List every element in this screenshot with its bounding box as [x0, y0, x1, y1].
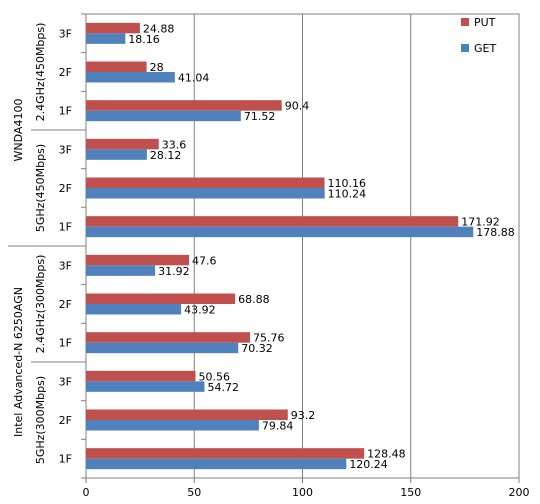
bar-put [86, 254, 190, 266]
legend-swatch-put [461, 18, 469, 26]
bar-get [86, 381, 205, 392]
value-label-put: 93.2 [291, 409, 316, 422]
bar-put [86, 293, 236, 304]
legend-label-get: GET [474, 42, 496, 55]
floor-label: 2F [59, 66, 72, 79]
value-label-get: 41.04 [178, 72, 210, 85]
value-label-put: 47.6 [192, 254, 217, 267]
floor-label: 2F [59, 182, 72, 195]
bar-get [86, 304, 182, 315]
legend-swatch-get [461, 44, 469, 52]
bar-put [86, 22, 140, 34]
bar-get [86, 342, 239, 354]
value-label-put: 68.88 [238, 293, 269, 306]
bar-get [86, 458, 347, 470]
value-label-put: 128.48 [367, 448, 406, 461]
device-label: Intel Advanced-N 6250AGN [12, 287, 25, 437]
legend-label-put: PUT [474, 16, 496, 29]
floor-label: 2F [59, 414, 72, 427]
floor-label: 3F [59, 259, 72, 272]
floor-label: 1F [59, 221, 72, 234]
floor-label: 1F [59, 453, 72, 466]
bar-put [86, 177, 325, 188]
floor-label: 3F [59, 375, 72, 388]
bar-put [86, 216, 459, 227]
x-tick-label: 100 [292, 486, 313, 499]
value-label-get: 178.88 [476, 226, 515, 239]
x-tick-label: 0 [83, 486, 90, 499]
band-label: 2.4GHz(300Mbps) [34, 255, 47, 354]
x-tick-label: 150 [400, 486, 421, 499]
floor-label: 2F [59, 298, 72, 311]
bar-put [86, 448, 365, 459]
bar-put [86, 138, 159, 150]
value-label-put: 24.88 [143, 22, 175, 35]
bar-get [86, 110, 241, 122]
bar-put [86, 332, 251, 343]
device-label: WNDA4100 [12, 99, 25, 162]
value-label-put: 171.92 [461, 216, 500, 229]
value-label-put: 50.56 [198, 370, 230, 383]
value-label-get: 71.52 [244, 110, 276, 123]
value-label-get: 18.16 [128, 33, 160, 46]
x-tick-label: 50 [187, 486, 201, 499]
value-label-get: 43.92 [184, 304, 216, 317]
bar-get [86, 33, 126, 44]
bar-get [86, 265, 156, 276]
bar-get [86, 72, 175, 83]
bar-get [86, 226, 474, 238]
value-label-put: 75.76 [253, 332, 284, 345]
value-label-get: 54.72 [207, 381, 239, 394]
floor-label: 1F [59, 105, 72, 118]
bar-put [86, 370, 196, 382]
floor-label: 1F [59, 337, 72, 350]
value-label-put: 33.6 [162, 138, 187, 151]
value-label-put: 90.4 [285, 100, 310, 113]
bar-put [86, 61, 147, 72]
bar-get [86, 149, 147, 160]
bar-get [86, 420, 259, 431]
bar-put [86, 409, 288, 420]
value-label-get: 120.24 [349, 458, 388, 471]
value-label-put: 110.16 [327, 177, 366, 190]
value-label-get: 110.24 [328, 188, 367, 201]
value-label-get: 70.32 [241, 342, 273, 355]
band-label: 5GHz(300Mbps) [34, 376, 47, 464]
value-label-put: 28 [150, 61, 164, 74]
x-tick-label: 200 [509, 486, 530, 499]
band-label: 5GHz(450Mbps) [34, 144, 47, 232]
bar-get [86, 188, 325, 199]
value-label-get: 31.92 [158, 265, 190, 278]
floor-label: 3F [59, 27, 72, 40]
value-label-get: 79.84 [262, 420, 294, 433]
bar-put [86, 100, 282, 111]
value-label-get: 28.12 [150, 149, 182, 162]
band-label: 2.4GHz(450Mbps) [34, 23, 47, 122]
floor-label: 3F [59, 143, 72, 156]
